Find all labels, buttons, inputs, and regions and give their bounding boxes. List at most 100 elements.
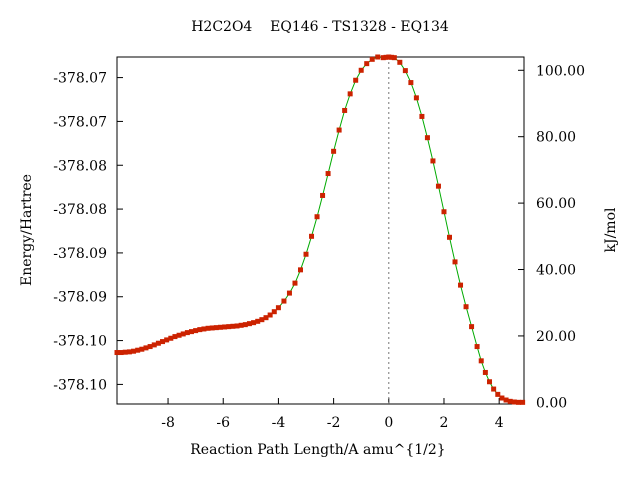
data-point: [151, 342, 157, 348]
data-point: [259, 317, 265, 323]
data-point: [255, 318, 261, 324]
data-point: [380, 55, 386, 61]
data-point: [458, 282, 464, 288]
data-point: [375, 54, 381, 60]
data-point: [358, 67, 364, 73]
data-point: [452, 259, 458, 265]
data-point: [180, 331, 186, 337]
data-point: [435, 183, 441, 189]
right-tick-label: 100.00: [536, 63, 585, 79]
left-tick-label: -378.07: [53, 71, 107, 87]
data-point: [495, 391, 501, 397]
data-point: [511, 399, 517, 405]
data-point: [383, 54, 389, 60]
data-point: [419, 113, 425, 119]
x-tick-label: 0: [384, 415, 393, 431]
data-point: [342, 107, 348, 113]
data-point: [139, 346, 145, 352]
data-point: [193, 328, 199, 334]
data-point: [213, 325, 219, 331]
data-point: [441, 209, 447, 215]
data-point: [391, 55, 397, 61]
data-point: [331, 148, 337, 154]
data-point: [251, 320, 257, 326]
data-point: [131, 348, 137, 354]
data-point: [424, 135, 430, 141]
x-tick-label: -6: [216, 415, 230, 431]
data-point: [463, 304, 469, 310]
x-axis-ticks: -8 -6 -4 -2 0 2 4: [161, 398, 504, 431]
data-point: [503, 397, 509, 403]
series-layer: [114, 54, 526, 405]
data-point: [430, 158, 436, 164]
data-point: [286, 290, 292, 296]
data-point: [164, 337, 170, 343]
data-point: [297, 267, 303, 273]
y-axis-label: Energy/Hartree: [19, 174, 35, 286]
chart-title: H2C2O4 EQ146 - TS1328 - EQ134: [191, 19, 449, 35]
left-tick-label: -378.09: [53, 290, 107, 306]
data-point: [122, 349, 128, 355]
data-point: [147, 344, 153, 350]
data-point: [482, 369, 488, 375]
data-point: [118, 350, 124, 356]
data-point: [184, 330, 190, 336]
left-axis-ticks: -378.07 -378.07 -378.08 -378.08 -378.09 -378.…: [53, 71, 123, 393]
data-point: [478, 358, 484, 364]
data-point: [303, 251, 309, 257]
data-point: [347, 91, 353, 97]
data-point: [281, 298, 287, 304]
data-point: [515, 399, 521, 405]
plot-border: [116, 56, 525, 405]
series-line: [117, 56, 523, 403]
data-point: [267, 312, 273, 318]
data-point: [487, 379, 493, 385]
data-point: [309, 233, 315, 239]
data-point: [172, 334, 178, 340]
data-point: [353, 77, 359, 83]
data-point: [263, 315, 269, 321]
x-tick-label: -4: [272, 415, 286, 431]
plot-frame: [116, 56, 525, 405]
data-point: [336, 127, 342, 133]
left-tick-label: -378.09: [53, 246, 107, 262]
data-point: [364, 61, 370, 67]
data-point: [135, 347, 141, 353]
right-tick-label: 60.00: [536, 196, 576, 212]
right-tick-label: 40.00: [536, 263, 576, 279]
left-tick-label: -378.10: [53, 334, 107, 350]
right-tick-label: 0.00: [536, 395, 567, 411]
data-point: [238, 322, 244, 328]
data-point: [234, 323, 240, 329]
data-point: [242, 322, 248, 328]
right-tick-label: 20.00: [536, 329, 576, 345]
x-tick-label: 4: [495, 415, 504, 431]
data-point: [275, 305, 281, 311]
data-point: [408, 80, 414, 86]
data-point: [369, 56, 375, 62]
data-point: [386, 54, 392, 60]
data-point: [446, 234, 452, 240]
right-axis-ticks: 0.00 20.00 40.00 60.00 80.00 100.00: [518, 63, 585, 411]
data-point: [402, 68, 408, 74]
data-point: [491, 386, 497, 392]
data-point: [201, 326, 207, 332]
data-point: [222, 324, 228, 330]
data-point: [320, 192, 326, 198]
data-point: [226, 324, 232, 330]
x-tick-label: -8: [161, 415, 175, 431]
left-tick-label: -378.10: [53, 377, 107, 393]
data-point: [168, 335, 174, 341]
data-point: [397, 59, 403, 65]
data-point: [209, 325, 215, 331]
data-point: [469, 324, 475, 330]
data-point: [520, 399, 526, 405]
data-point: [176, 332, 182, 338]
data-point: [217, 324, 223, 330]
data-point: [230, 323, 236, 329]
y2-axis-label: kJ/mol: [603, 207, 619, 253]
data-point: [271, 309, 277, 315]
x-tick-label: 2: [440, 415, 449, 431]
data-point: [246, 321, 252, 327]
